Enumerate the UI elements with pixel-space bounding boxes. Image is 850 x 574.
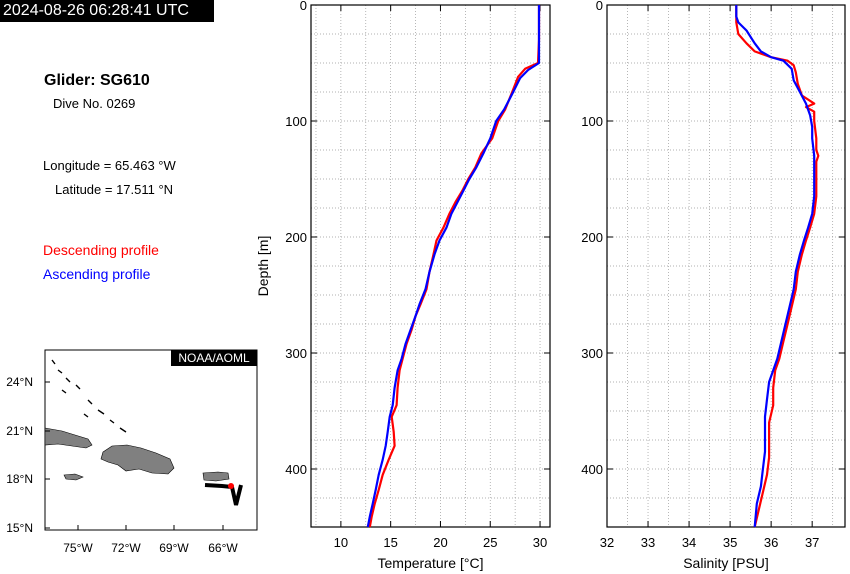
map-lon-tick-label: 69°W <box>159 541 189 555</box>
series-ascending <box>366 5 541 528</box>
map-lat-tick-label: 24°N <box>6 375 33 389</box>
y-tick-label: 200 <box>581 230 603 245</box>
temperature-profile-chart: 0 100 200 300 400 10 15 20 25 30 Temperature [°C] D… <box>255 0 551 571</box>
grid <box>311 5 550 527</box>
map-lat-tick-label: 21°N <box>6 424 33 438</box>
x-tick-label: 25 <box>483 535 497 550</box>
legend-descending: Descending profile <box>43 242 159 258</box>
longitude-readout: Longitude = 65.463 °W <box>43 158 176 173</box>
glider-title: Glider: SG610 <box>44 72 150 89</box>
x-tick-label: 37 <box>805 535 819 550</box>
map-credit-box <box>171 350 257 366</box>
grid <box>607 5 845 527</box>
series-descending <box>735 5 820 528</box>
plot-frame <box>606 4 846 528</box>
map-lon-tick-label: 75°W <box>63 541 93 555</box>
x-tick-label: 34 <box>682 535 696 550</box>
hispaniola-landmass <box>100 444 175 475</box>
location-map: NOAA/AOML 24°N 21°N 18°N 15°N 75°W 72°W … <box>6 349 258 555</box>
y-axis-label: Depth [m] <box>255 236 271 297</box>
map-lon-tick-label: 66°W <box>208 541 238 555</box>
series-ascending <box>735 5 816 528</box>
map-lat-ticks: 24°N 21°N 18°N 15°N <box>6 375 50 535</box>
map-lat-tick-label: 15°N <box>6 521 33 535</box>
x-axis-label: Temperature [°C] <box>378 555 484 571</box>
salinity-profile-chart: 0 100 200 300 400 32 33 34 35 36 37 Salinity [PSU] <box>581 0 846 571</box>
map-lon-ticks: 75°W 72°W 69°W 66°W <box>63 525 238 555</box>
legend-ascending: Ascending profile <box>43 266 151 282</box>
y-tick-label: 400 <box>285 462 307 477</box>
jamaica-landmass <box>63 473 84 481</box>
map-land <box>44 359 230 482</box>
map-credit: NOAA/AOML <box>178 351 250 365</box>
x-tick-label: 36 <box>764 535 778 550</box>
map-lon-tick-label: 72°W <box>111 541 141 555</box>
x-tick-label: 32 <box>600 535 614 550</box>
dive-number: Dive No. 0269 <box>53 96 136 111</box>
y-tick-label: 0 <box>300 0 307 13</box>
y-tick-label: 0 <box>596 0 603 13</box>
y-tick-label: 300 <box>581 346 603 361</box>
x-tick-label: 10 <box>334 535 348 550</box>
x-tick-label: 35 <box>723 535 737 550</box>
y-tick-label: 100 <box>285 114 307 129</box>
map-lat-tick-label: 18°N <box>6 472 33 486</box>
timestamp-banner: 2024-08-26 06:28:41 UTC <box>0 0 214 22</box>
y-tick-label: 200 <box>285 230 307 245</box>
cuba-landmass <box>44 427 93 449</box>
x-tick-label: 33 <box>641 535 655 550</box>
puerto-rico-landmass <box>202 471 230 482</box>
x-tick-label: 30 <box>533 535 547 550</box>
x-tick-label: 15 <box>383 535 397 550</box>
glider-position-marker <box>228 483 234 489</box>
y-tick-label: 100 <box>581 114 603 129</box>
plot-frame <box>310 4 551 528</box>
y-tick-label: 400 <box>581 462 603 477</box>
y-tick-label: 300 <box>285 346 307 361</box>
bahamas-islands <box>51 359 127 433</box>
x-axis-label: Salinity [PSU] <box>683 555 769 571</box>
latitude-readout: Latitude = 17.511 °N <box>55 182 174 197</box>
x-tick-label: 20 <box>433 535 447 550</box>
